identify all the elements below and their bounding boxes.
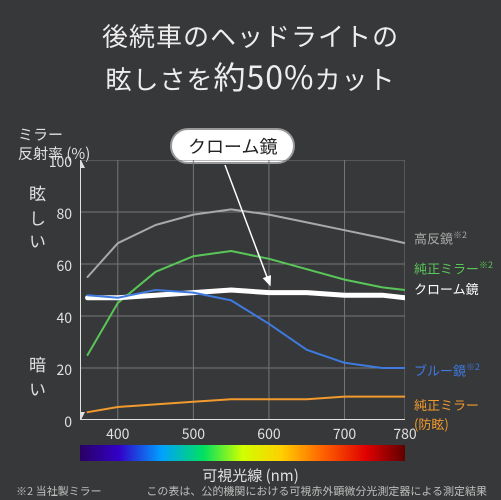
- series-high: [88, 209, 405, 277]
- series-blue: [88, 290, 405, 368]
- ytick-20: 20: [0, 360, 72, 380]
- footnote-right: この表は、公的機関における可視赤外顕微分光測定器による測定結果: [146, 483, 487, 499]
- series-oem: [88, 251, 405, 355]
- series-label-high: 高反鏡※2: [414, 228, 467, 247]
- xtick-400: 400: [106, 424, 129, 444]
- ytick-80: 80: [0, 204, 72, 224]
- xtick-600: 600: [257, 424, 280, 444]
- ytick-0: 0: [0, 412, 72, 432]
- headline-line2c: カット: [315, 60, 396, 97]
- headline-line2a: 眩しさを: [105, 60, 213, 97]
- headline-line1: 後続車のヘッドライトの: [102, 17, 399, 54]
- reflectance-chart: [80, 160, 405, 420]
- callout-chrome-mirror: クローム鏡: [170, 128, 295, 164]
- series-label-chrome: クローム鏡: [414, 279, 479, 298]
- footnote-left: ※2 当社製ミラー: [16, 483, 102, 499]
- visible-spectrum-bar: [80, 445, 405, 461]
- callout-arrow: [225, 165, 270, 285]
- xtick-500: 500: [182, 424, 205, 444]
- xtick-700: 700: [333, 424, 356, 444]
- ytick-40: 40: [0, 308, 72, 328]
- headline-emphasis: 約50%: [214, 53, 315, 99]
- ytick-100: 100: [0, 152, 72, 172]
- series-label-oem_ag: 純正ミラー (防眩): [414, 395, 479, 433]
- series-label-oem: 純正ミラー※2: [414, 258, 493, 277]
- series-label-blue: ブルー鏡※2: [414, 360, 480, 379]
- ytick-60: 60: [0, 256, 72, 276]
- series-oem_ag: [88, 397, 405, 413]
- headline: 後続車のヘッドライトの 眩しさを約50%カット: [0, 18, 501, 99]
